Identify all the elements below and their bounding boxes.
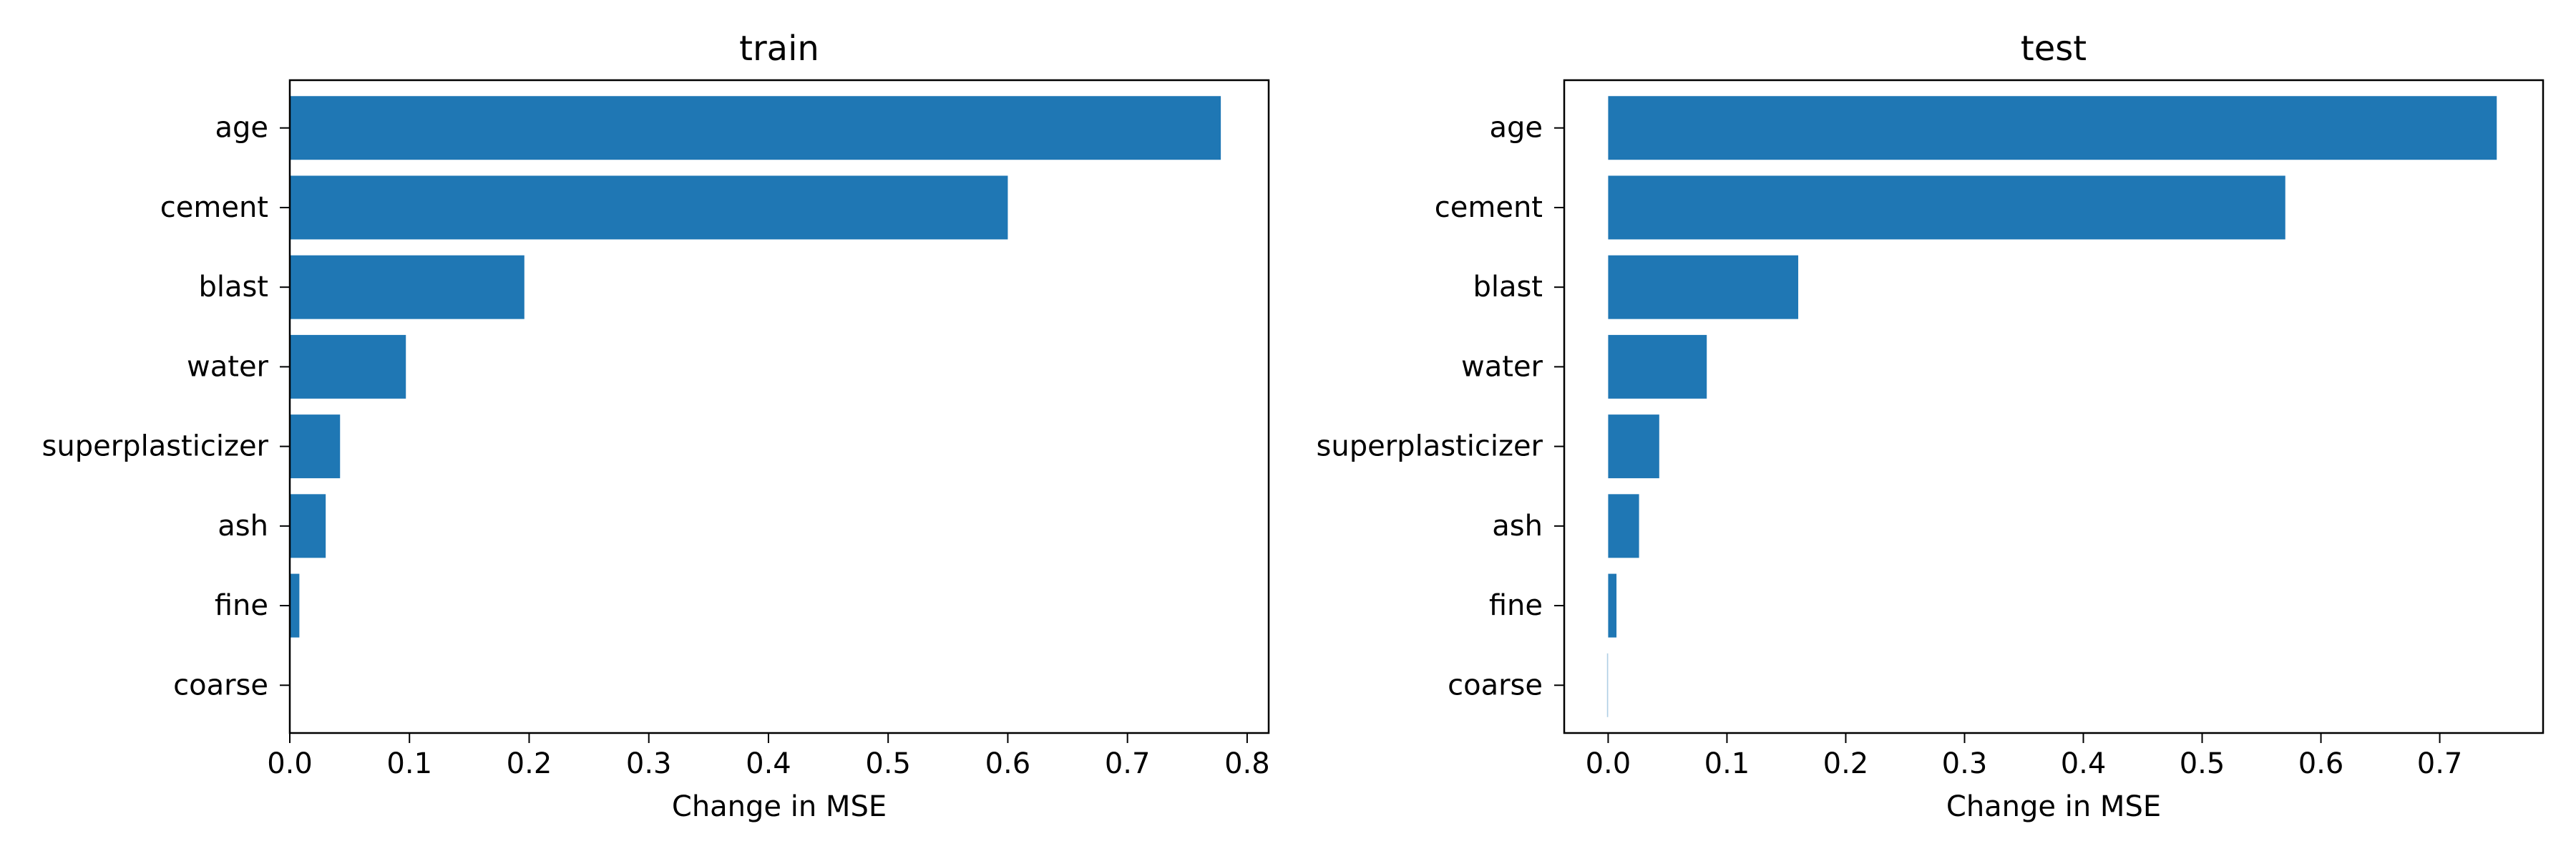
ytick-label: coarse [173,669,268,702]
ytick-label: coarse [1448,669,1543,702]
ytick-label: blast [198,271,268,304]
xtick-label: 0.1 [1704,747,1750,780]
xtick-label: 0.3 [1942,747,1988,780]
chart-panel-train: age cement blast water superplasticizer ash fi… [42,29,1270,823]
ytick-label: superplasticizer [42,430,269,463]
axes-frame [288,79,1270,734]
xtick-label: 0.5 [2180,747,2225,780]
bar-coarse [1606,653,1609,717]
ytick-label: fine [1489,589,1543,622]
bar-water [1608,334,1707,399]
bar-water [290,334,406,399]
xtick-label: 0.6 [985,747,1031,780]
chart-title: train [739,29,819,69]
bar-age [290,96,1221,160]
xtick-label: 0.1 [386,747,432,780]
bar-age [1608,96,2497,160]
xtick-label: 0.8 [1224,747,1270,780]
ytick-label: water [187,350,269,383]
ytick-label: water [1461,350,1543,383]
ytick-label: superplasticizer [1317,430,1543,463]
xtick-label: 0.0 [1586,747,1631,780]
bar-cement [1608,175,2285,240]
bar-blast [290,255,525,319]
ytick-label: cement [1435,191,1543,224]
xtick-label: 0.7 [1105,747,1151,780]
x-axis-label: Change in MSE [672,790,887,823]
chart-title: test [2021,29,2087,69]
ytick-label: fine [215,589,268,622]
xtick-label: 0.6 [2298,747,2344,780]
xtick-label: 0.3 [626,747,672,780]
x-axis-label: Change in MSE [1946,790,2161,823]
chart-panel-test: age cement blast water superplasticizer ash fi… [1317,29,2545,823]
xtick-label: 0.4 [2061,747,2107,780]
ytick-label: ash [218,510,268,543]
xtick-label: 0.2 [507,747,552,780]
ytick-label: age [215,112,268,145]
xtick-label: 0.0 [267,747,313,780]
bar-ash [1608,494,1639,558]
bar-fine [1608,573,1617,638]
ytick-label: ash [1492,510,1543,543]
xtick-label: 0.7 [2417,747,2463,780]
xtick-label: 0.5 [865,747,911,780]
ytick-label: blast [1473,271,1543,304]
bar-ash [290,494,326,558]
bar-blast [1608,255,1799,319]
bar-cement [290,175,1008,240]
ytick-label: age [1489,112,1543,145]
bar-superplasticizer [1608,414,1659,479]
axes-frame [1563,79,2545,734]
bar-superplasticizer [290,414,341,479]
bar-fine [290,573,300,638]
xtick-label: 0.4 [746,747,791,780]
ytick-label: cement [160,191,268,224]
xtick-label: 0.2 [1823,747,1869,780]
